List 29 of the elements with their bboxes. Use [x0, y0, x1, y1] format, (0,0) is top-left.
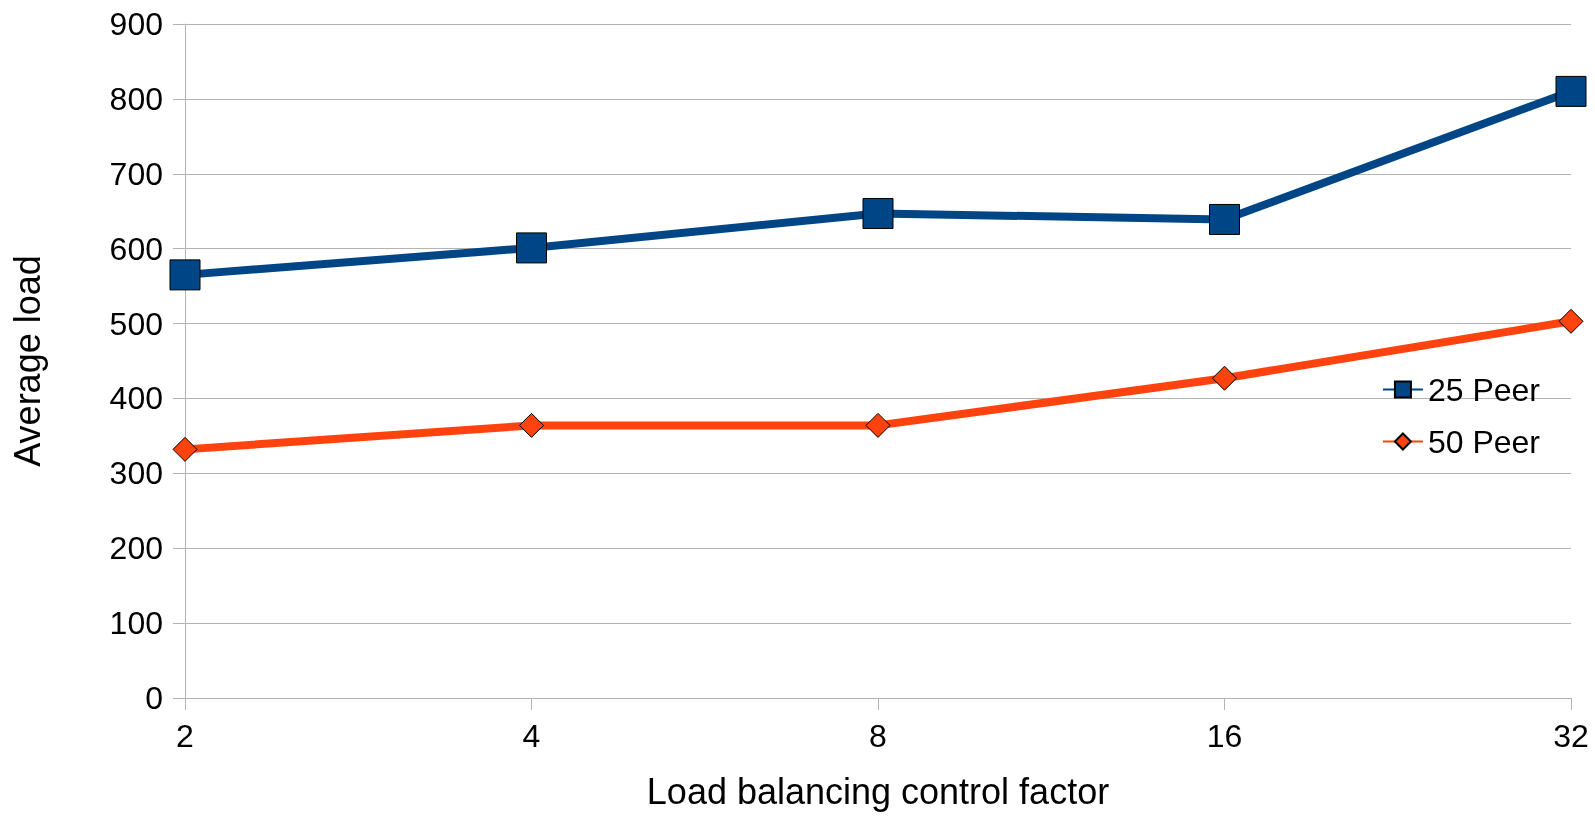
x-tick-label: 32	[1553, 718, 1589, 754]
y-tick-label: 900	[109, 6, 163, 42]
y-tick-label: 700	[109, 155, 163, 192]
point	[862, 197, 894, 229]
point	[1555, 75, 1587, 107]
point	[865, 412, 891, 438]
point	[172, 436, 198, 462]
point	[1558, 308, 1584, 334]
y-axis-title: Average load	[6, 255, 48, 467]
legend-label: 25 Peer	[1427, 371, 1541, 408]
x-tick-label: 2	[176, 718, 194, 754]
y-tick-label: 200	[109, 530, 163, 567]
y-tick-label: 800	[109, 80, 163, 117]
legend-label: 50 Peer	[1427, 423, 1541, 460]
x-tick-label: 4	[522, 718, 541, 754]
y-tick-label: 600	[109, 230, 163, 267]
point	[169, 259, 201, 291]
y-tick-label: 0	[145, 680, 163, 716]
y-tick-label: 400	[109, 380, 163, 417]
y-tick-label: 100	[109, 605, 163, 642]
point	[1212, 365, 1237, 391]
y-tick-label: 500	[109, 305, 163, 342]
x-axis-title: Load balancing control factor	[646, 770, 1110, 812]
point	[1209, 203, 1240, 235]
x-tick-label: 8	[869, 718, 887, 754]
x-tick-label: 16	[1206, 718, 1243, 754]
point	[519, 412, 544, 438]
point	[516, 232, 547, 264]
y-tick-label: 300	[109, 455, 163, 492]
